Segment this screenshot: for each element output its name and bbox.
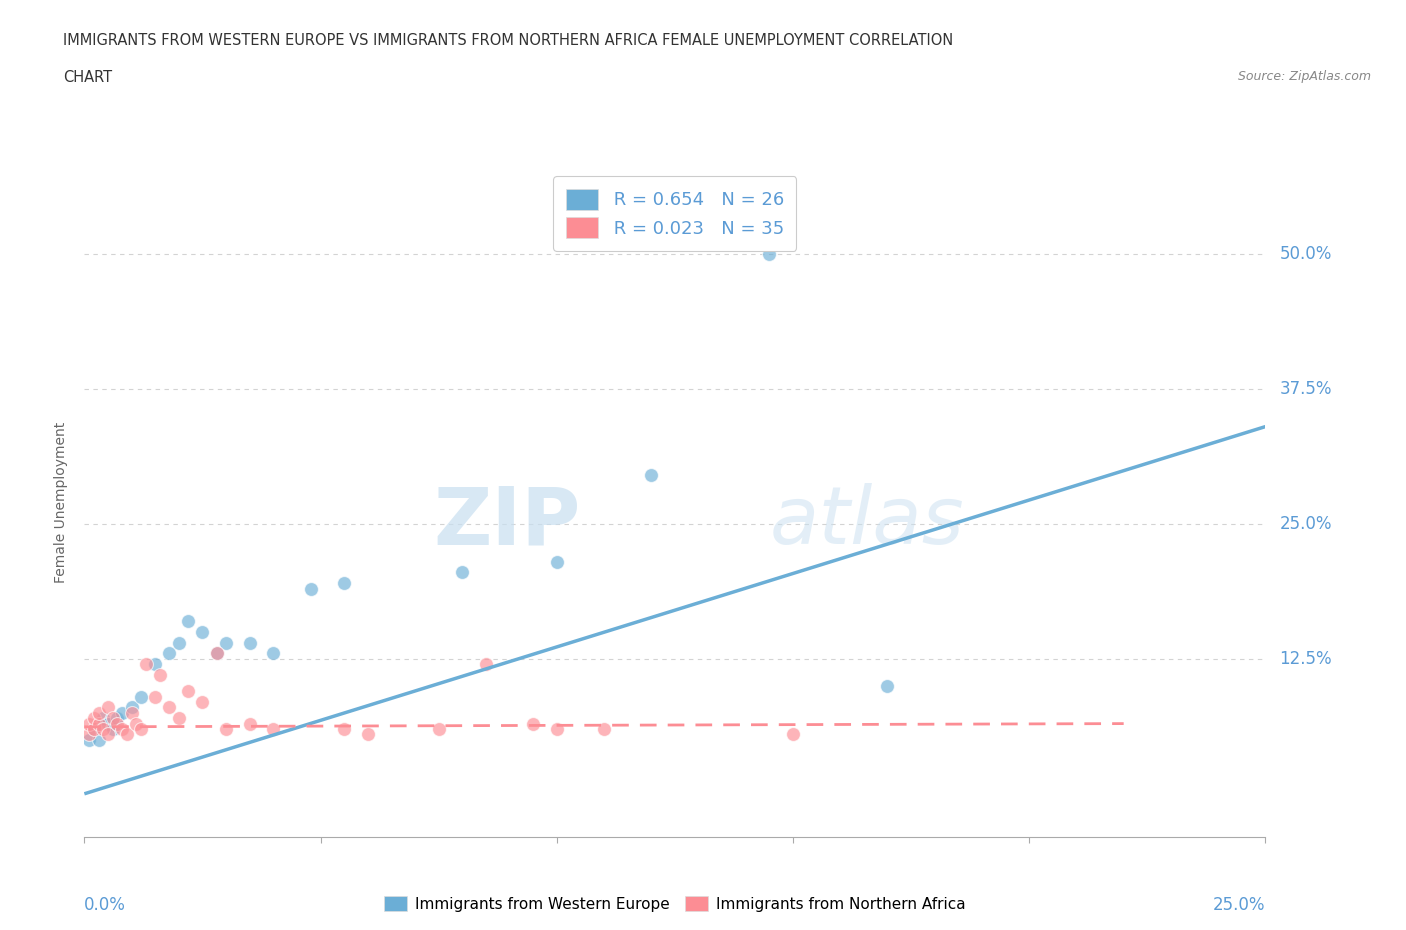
Text: atlas: atlas bbox=[769, 484, 965, 562]
Point bbox=[876, 678, 898, 693]
Point bbox=[83, 722, 105, 737]
Point bbox=[215, 722, 238, 737]
Point bbox=[157, 700, 180, 715]
Point bbox=[191, 624, 214, 639]
Point bbox=[262, 722, 284, 737]
Point bbox=[77, 716, 100, 731]
Point bbox=[333, 576, 356, 591]
Point bbox=[149, 668, 172, 683]
Point bbox=[101, 711, 124, 725]
Text: 25.0%: 25.0% bbox=[1279, 515, 1331, 533]
Point bbox=[125, 716, 148, 731]
Point bbox=[121, 700, 143, 715]
Text: 25.0%: 25.0% bbox=[1213, 897, 1265, 914]
Point bbox=[451, 565, 474, 579]
Point bbox=[167, 635, 190, 650]
Legend:  R = 0.654   N = 26,  R = 0.023   N = 35: R = 0.654 N = 26, R = 0.023 N = 35 bbox=[554, 177, 796, 251]
Point bbox=[143, 657, 166, 671]
Point bbox=[546, 554, 568, 569]
Text: 0.0%: 0.0% bbox=[84, 897, 127, 914]
Point bbox=[215, 635, 238, 650]
Point bbox=[522, 716, 544, 731]
Point bbox=[427, 722, 450, 737]
Point bbox=[111, 705, 134, 720]
Point bbox=[87, 732, 110, 747]
Point bbox=[157, 646, 180, 661]
Point bbox=[782, 727, 804, 742]
Point bbox=[333, 722, 356, 737]
Point bbox=[97, 727, 120, 742]
Point bbox=[135, 657, 157, 671]
Legend: Immigrants from Western Europe, Immigrants from Northern Africa: Immigrants from Western Europe, Immigran… bbox=[378, 889, 972, 918]
Point bbox=[91, 722, 114, 737]
Point bbox=[593, 722, 616, 737]
Point bbox=[205, 646, 228, 661]
Text: Source: ZipAtlas.com: Source: ZipAtlas.com bbox=[1237, 70, 1371, 83]
Text: 50.0%: 50.0% bbox=[1279, 245, 1331, 263]
Point bbox=[177, 614, 200, 629]
Point bbox=[91, 711, 114, 725]
Point bbox=[640, 468, 662, 483]
Point bbox=[177, 684, 200, 698]
Point bbox=[115, 727, 138, 742]
Point bbox=[167, 711, 190, 725]
Text: 12.5%: 12.5% bbox=[1279, 650, 1331, 668]
Point bbox=[101, 722, 124, 737]
Point bbox=[87, 705, 110, 720]
Point bbox=[129, 722, 152, 737]
Point bbox=[77, 727, 100, 742]
Y-axis label: Female Unemployment: Female Unemployment bbox=[55, 421, 69, 583]
Point bbox=[121, 705, 143, 720]
Point bbox=[107, 711, 129, 725]
Point bbox=[111, 722, 134, 737]
Point bbox=[77, 732, 100, 747]
Point bbox=[239, 635, 262, 650]
Point bbox=[83, 722, 105, 737]
Point bbox=[239, 716, 262, 731]
Point bbox=[97, 700, 120, 715]
Point bbox=[87, 716, 110, 731]
Point bbox=[129, 689, 152, 704]
Text: CHART: CHART bbox=[63, 70, 112, 85]
Point bbox=[83, 711, 105, 725]
Point bbox=[107, 716, 129, 731]
Point bbox=[262, 646, 284, 661]
Point bbox=[475, 657, 498, 671]
Point bbox=[143, 689, 166, 704]
Text: IMMIGRANTS FROM WESTERN EUROPE VS IMMIGRANTS FROM NORTHERN AFRICA FEMALE UNEMPLO: IMMIGRANTS FROM WESTERN EUROPE VS IMMIGR… bbox=[63, 33, 953, 47]
Point bbox=[758, 246, 780, 261]
Point bbox=[357, 727, 380, 742]
Text: 37.5%: 37.5% bbox=[1279, 379, 1331, 398]
Point bbox=[97, 716, 120, 731]
Point bbox=[546, 722, 568, 737]
Text: ZIP: ZIP bbox=[433, 484, 581, 562]
Point bbox=[299, 581, 322, 596]
Point bbox=[191, 695, 214, 710]
Point bbox=[205, 646, 228, 661]
